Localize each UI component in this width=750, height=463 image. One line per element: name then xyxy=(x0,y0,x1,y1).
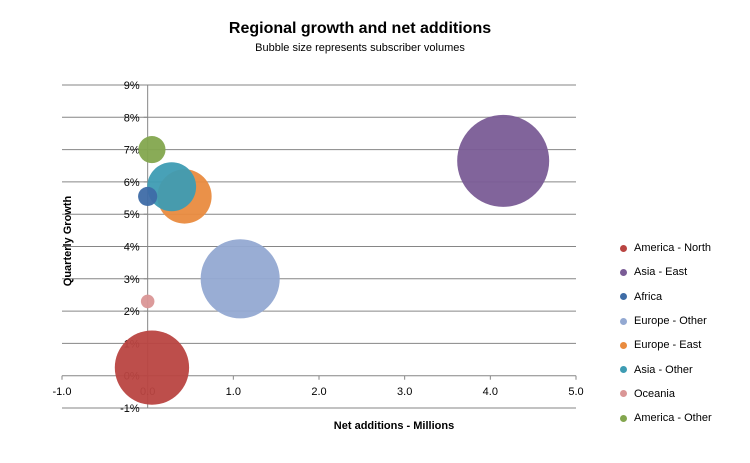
legend-swatch xyxy=(620,293,627,301)
y-tick-label: 5% xyxy=(124,209,140,221)
y-tick-label: 4% xyxy=(124,242,140,254)
x-tick-label: 2.0 xyxy=(311,386,326,398)
legend-label: Asia - East xyxy=(634,266,688,279)
legend-item: Europe - Other xyxy=(620,309,745,333)
legend-swatch xyxy=(620,390,627,398)
bubble-america-other xyxy=(138,136,166,164)
bubble-africa xyxy=(138,186,158,207)
bubble-europe-other xyxy=(200,239,280,319)
legend-item: America - Other xyxy=(620,406,745,430)
x-tick-label: 3.0 xyxy=(397,386,412,398)
chart-subtitle: Bubble size represents subscriber volume… xyxy=(255,42,465,54)
legend-label: Asia - Other xyxy=(634,363,693,376)
y-tick-label: 9% xyxy=(124,80,140,92)
chart-title: Regional growth and net additions xyxy=(228,20,492,37)
legend-label: America - Other xyxy=(634,412,712,425)
legend-label: Oceania xyxy=(634,387,675,400)
legend-item: Asia - East xyxy=(620,260,745,284)
legend-label: Africa xyxy=(634,290,663,303)
x-axis-label: Net additions - Millions xyxy=(333,420,455,432)
bubble-asia-other xyxy=(147,162,197,212)
legend-label: Europe - East xyxy=(634,339,702,352)
legend-item: Asia - Other xyxy=(620,357,745,381)
x-tick-label: 5.0 xyxy=(568,386,583,398)
bubble-oceania xyxy=(140,294,155,309)
x-tick-label: 1.0 xyxy=(226,386,241,398)
legend-label: Europe - Other xyxy=(634,315,707,328)
legend-item: Europe - East xyxy=(620,333,745,357)
legend-label: America - North xyxy=(634,242,712,255)
y-tick-label: 7% xyxy=(124,145,140,157)
legend: America - North Asia - East Africa Europe -… xyxy=(620,236,745,430)
x-tick-label: 4.0 xyxy=(483,386,498,398)
legend-item: America - North xyxy=(620,236,745,260)
legend-swatch xyxy=(620,317,627,325)
y-axis-label: Quarterly Growth xyxy=(62,195,74,287)
y-tick-label: 6% xyxy=(124,177,140,189)
y-tick-label: 3% xyxy=(124,274,140,286)
bubble-asia-east xyxy=(457,114,550,207)
legend-item: Oceania xyxy=(620,382,745,406)
legend-swatch xyxy=(620,414,627,422)
legend-swatch xyxy=(620,268,627,276)
legend-swatch xyxy=(620,244,627,252)
y-tick-label: 8% xyxy=(124,112,140,124)
y-tick-label: -1% xyxy=(120,403,140,415)
legend-swatch xyxy=(620,341,627,349)
y-tick-label: 2% xyxy=(124,306,140,318)
legend-swatch xyxy=(620,366,627,374)
legend-item: Africa xyxy=(620,285,745,309)
x-tick-label: -1.0 xyxy=(53,386,72,398)
bubble-america-north xyxy=(114,330,190,405)
